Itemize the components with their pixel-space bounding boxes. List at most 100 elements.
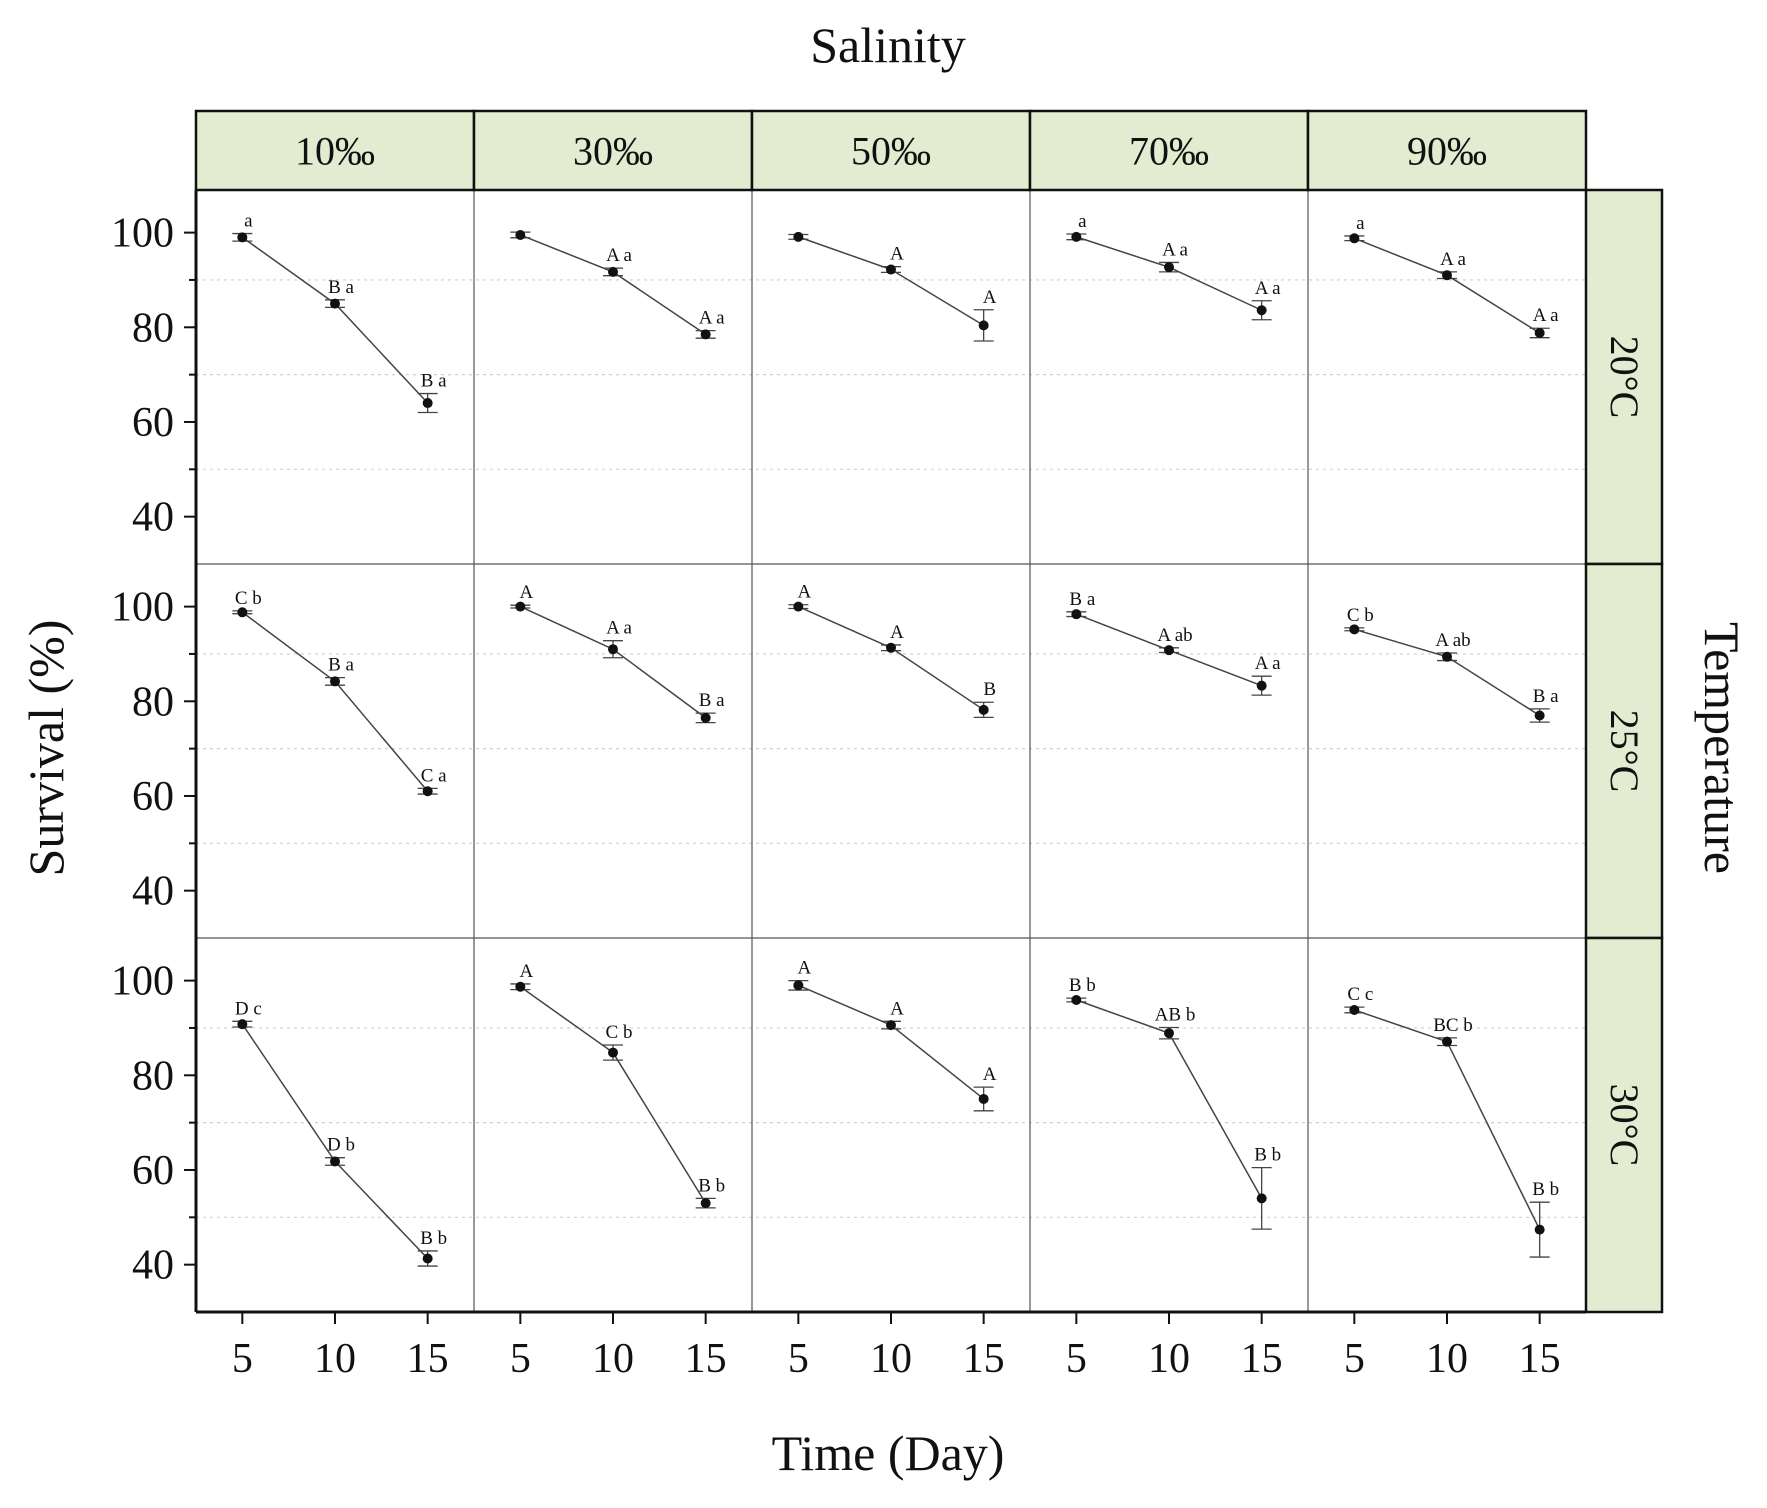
data-point xyxy=(1071,609,1082,620)
y-tick-label: 100 xyxy=(111,959,174,1005)
significance-label: a xyxy=(1078,211,1087,232)
grid-layer xyxy=(196,279,1586,1218)
data-point xyxy=(1164,645,1174,656)
row-strip xyxy=(1584,188,1664,566)
column-strip-label: 10‰ xyxy=(295,129,375,174)
x-tick-label: 5 xyxy=(1066,1336,1087,1382)
significance-label: A a xyxy=(606,618,632,639)
data-point xyxy=(1164,1028,1174,1039)
y-axis-title: Survival (%) xyxy=(18,620,74,877)
data-point xyxy=(793,980,804,991)
significance-label: C b xyxy=(606,1022,633,1043)
frame-layer xyxy=(194,189,1587,1314)
series-line xyxy=(519,986,707,1204)
y-tick-label: 60 xyxy=(132,400,174,446)
data-point xyxy=(1349,233,1360,244)
data-point xyxy=(1256,1193,1267,1204)
significance-label: B b xyxy=(698,1175,725,1196)
x-tick-label: 10 xyxy=(314,1336,356,1382)
y-tick-label: 60 xyxy=(132,774,174,820)
data-point xyxy=(978,704,989,715)
data-point xyxy=(608,644,618,655)
x-tick-label: 5 xyxy=(510,1336,531,1382)
data-point xyxy=(886,264,896,275)
row-facet-title: Temperature xyxy=(1694,622,1750,874)
data-point xyxy=(1164,262,1174,273)
data-point xyxy=(422,398,433,409)
data-point xyxy=(1071,995,1082,1006)
significance-label: C c xyxy=(1347,984,1373,1005)
y-tick-label: 40 xyxy=(132,495,174,541)
data-point xyxy=(700,712,711,723)
data-point xyxy=(1442,270,1452,281)
data-point xyxy=(330,1156,340,1167)
data-layer: a B a B a A a A a A Aa A a A a a A a A a C b B a C a A A… xyxy=(232,211,1559,1267)
data-point xyxy=(608,1047,618,1058)
significance-label: A a xyxy=(1255,653,1281,674)
y-tick-label: 80 xyxy=(132,679,174,725)
data-point xyxy=(1256,305,1267,316)
column-strip xyxy=(472,109,754,192)
data-point xyxy=(1071,231,1082,242)
x-tick-label: 5 xyxy=(788,1336,809,1382)
significance-label: A a xyxy=(1533,305,1559,326)
row-strip xyxy=(1584,562,1664,940)
significance-label: B a xyxy=(1069,589,1095,610)
column-facet-title: Salinity xyxy=(810,17,966,73)
significance-label: A a xyxy=(606,245,632,266)
x-tick-label: 15 xyxy=(407,1336,449,1382)
data-point xyxy=(608,266,618,277)
column-strip-label: 30‰ xyxy=(573,129,653,174)
data-point xyxy=(886,1020,896,1031)
significance-label: A ab xyxy=(1157,625,1192,646)
significance-label: a xyxy=(244,211,253,232)
data-point xyxy=(1534,710,1545,721)
significance-label: A a xyxy=(1162,239,1188,260)
significance-label: A xyxy=(797,582,811,603)
significance-label: A xyxy=(983,287,997,308)
significance-label: A a xyxy=(1440,249,1466,270)
data-point xyxy=(1442,1036,1452,1047)
data-point xyxy=(1256,680,1267,691)
significance-label: B b xyxy=(1254,1145,1281,1166)
significance-label: A xyxy=(890,244,904,265)
data-point xyxy=(793,601,804,612)
data-point xyxy=(1349,624,1360,635)
row-strip-label: 25°C xyxy=(1602,710,1647,793)
x-tick-label: 15 xyxy=(1241,1336,1283,1382)
column-strip-label: 50‰ xyxy=(851,129,931,174)
data-point xyxy=(237,1019,248,1030)
x-tick-label: 10 xyxy=(1426,1336,1468,1382)
data-point xyxy=(1349,1004,1360,1015)
significance-label: A xyxy=(983,1064,997,1085)
significance-label: B xyxy=(983,679,996,700)
series-line xyxy=(241,611,429,792)
data-point xyxy=(1442,651,1452,662)
data-point xyxy=(422,1253,433,1264)
significance-label: C a xyxy=(421,765,447,786)
y-tick-label: 100 xyxy=(111,585,174,631)
x-tick-label: 5 xyxy=(1344,1336,1365,1382)
significance-label: A a xyxy=(1255,278,1281,299)
significance-label: B b xyxy=(420,1228,447,1249)
data-point xyxy=(515,981,526,992)
significance-label: A xyxy=(890,998,904,1019)
significance-label: a xyxy=(1356,213,1365,234)
significance-label: B b xyxy=(1532,1179,1559,1200)
y-tick-label: 40 xyxy=(132,1243,174,1289)
data-point xyxy=(422,786,433,797)
x-tick-label: 5 xyxy=(232,1336,253,1382)
row-strip-label: 30°C xyxy=(1602,1084,1647,1167)
data-point xyxy=(700,329,711,340)
y-tick-label: 40 xyxy=(132,869,174,915)
significance-label: B a xyxy=(328,655,354,676)
strip-layer: 10‰ 30‰ 50‰ 70‰ 90‰ 20°C 25°C 30°C xyxy=(194,109,1664,1314)
significance-label: D b xyxy=(327,1135,355,1156)
data-point xyxy=(237,232,248,243)
significance-label: B b xyxy=(1069,975,1096,996)
y-tick-label: 80 xyxy=(132,1053,174,1099)
y-tick-label: 100 xyxy=(111,211,174,257)
significance-label: B a xyxy=(699,690,725,711)
row-strip-label: 20°C xyxy=(1602,336,1647,419)
